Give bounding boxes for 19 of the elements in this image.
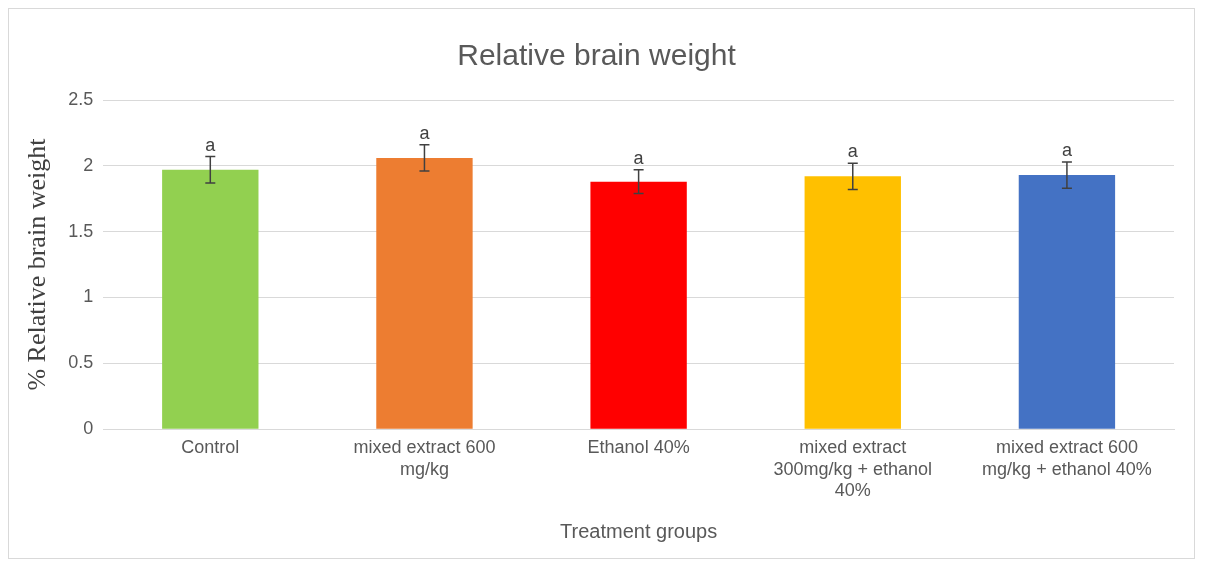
- y-tick-label: 1.5: [68, 220, 94, 241]
- annotation: a: [205, 134, 217, 155]
- x-tick-label: mixed extract 300mg/kg + ethanol 40%: [773, 436, 933, 501]
- y-tick-label: 2: [83, 154, 94, 175]
- x-tick-label: Control: [181, 436, 240, 457]
- y-tick-label: 2.5: [68, 88, 94, 109]
- annotation: a: [419, 122, 431, 143]
- y-axis-title: % Relative brain weight: [22, 137, 52, 391]
- y-tick-label: 0: [83, 418, 94, 439]
- annotation: a: [633, 147, 645, 168]
- x-tick-label: mixed extract 600 mg/kg: [353, 436, 496, 479]
- x-axis-title: Treatment groups: [560, 519, 718, 542]
- annotation: a: [1061, 139, 1073, 160]
- annotation: a: [847, 141, 859, 162]
- y-tick-label: 0.5: [68, 352, 94, 373]
- x-tick-label: mixed extract 600 mg/kg + ethanol 40%: [982, 436, 1152, 479]
- y-tick-label: 1: [83, 286, 94, 307]
- x-tick-label: Ethanol 40%: [587, 436, 690, 457]
- chart-title: Relative brain weight: [457, 38, 737, 72]
